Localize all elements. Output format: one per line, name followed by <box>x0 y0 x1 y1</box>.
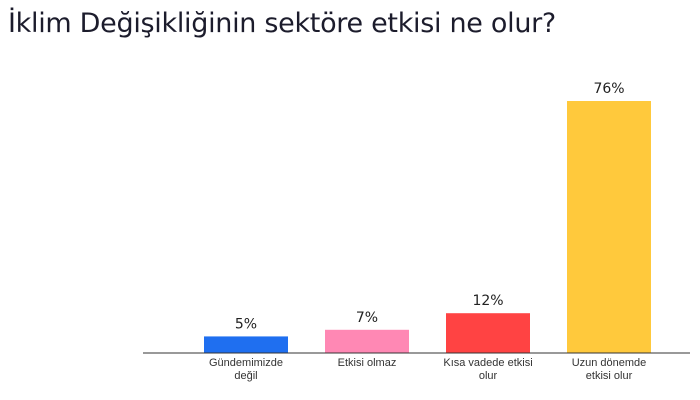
bar <box>204 336 288 353</box>
bar <box>325 329 409 353</box>
x-tick-label: Etkisi olmaz <box>337 357 397 369</box>
value-label: 7% <box>356 310 378 326</box>
chart-title: İklim Değişikliğinin sektöre etkisi ne o… <box>8 8 556 39</box>
bar <box>567 101 651 353</box>
x-tick-label: Gündemimizde değil <box>209 357 283 382</box>
value-label: 12% <box>472 293 503 309</box>
value-label: 5% <box>235 316 257 332</box>
x-tick-label: Kısa vadede etkisi olur <box>443 357 533 382</box>
value-label: 76% <box>593 81 624 97</box>
bar <box>446 313 530 353</box>
x-tick-label: Uzun dönemde etkisi olur <box>571 357 647 382</box>
